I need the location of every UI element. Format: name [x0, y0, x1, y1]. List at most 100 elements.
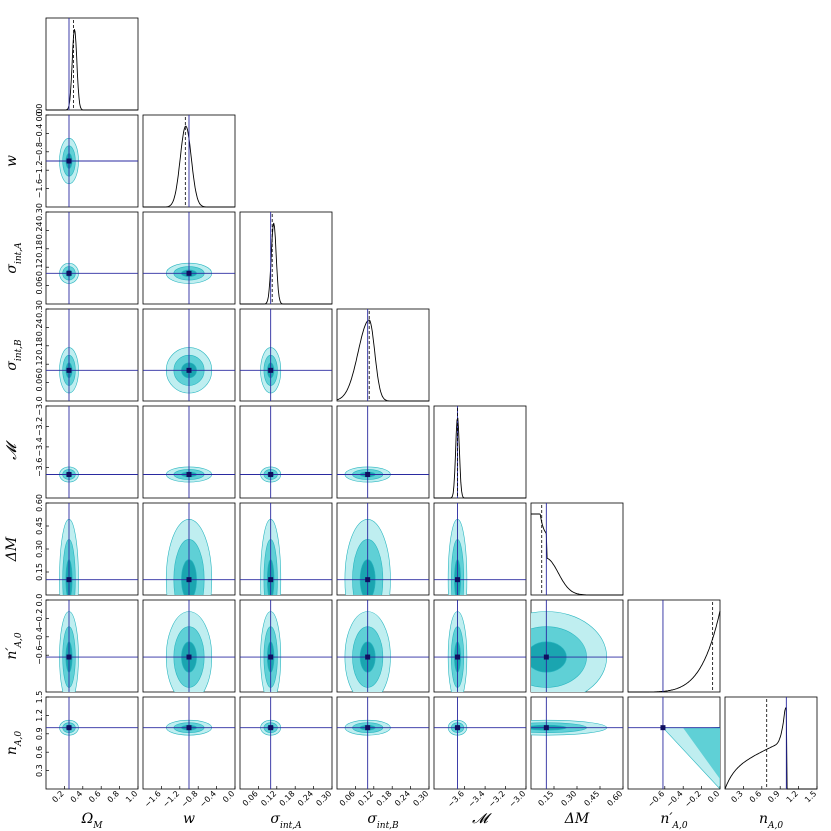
x-axis-title-sigma_int_a: σint,A [270, 811, 302, 831]
x-tick-label: 0.60 [605, 789, 624, 808]
y-tick-label: 1.2 [35, 709, 44, 722]
y-tick-label: −1.2 [35, 160, 44, 179]
best-fit-marker [455, 654, 461, 660]
panel-m_cal-delta_m [433, 502, 527, 596]
marginal-histogram [240, 222, 332, 305]
best-fit-marker [268, 577, 274, 583]
y-tick-label: 0.60 [35, 494, 44, 512]
x-tick-label: 0.0 [221, 789, 236, 804]
x-tick-label: −0.8 [180, 789, 200, 809]
y-tick-label: 0.0 [35, 109, 44, 122]
y-tick-label: 0.30 [35, 540, 44, 558]
x-tick-label: 0.24 [393, 789, 412, 808]
x-tick-label: −3.2 [487, 789, 507, 809]
x-tick-label: −0.2 [683, 789, 703, 809]
best-fit-marker [66, 367, 72, 373]
panel-frame [45, 405, 139, 499]
panel-n_prime_a0-n_prime_a0 [627, 599, 721, 693]
panel-delta_m-n_a0: 0.15 0.30 0.45 0.60 [530, 696, 624, 808]
y-tick-label: 0.24 [35, 221, 44, 239]
x-tick-label: 1.5 [803, 789, 818, 804]
x-axis-title-m_cal: 𝓜 [472, 811, 492, 827]
x-tick-label: 0.15 [536, 789, 555, 808]
x-tick-label: 0.30 [559, 789, 578, 808]
panel-omega_m-n_a0: 0.2 0.4 0.6 0.8 1.00.30.60.91.21.5 [35, 691, 139, 805]
panel-omega_m-sigma_int_a: 0.060.120.180.240.30 [35, 203, 139, 305]
best-fit-marker [186, 725, 192, 731]
panel-sigma_int_b-delta_m [336, 502, 430, 596]
panel-frame [433, 599, 527, 693]
x-tick-label: 0.30 [411, 789, 430, 808]
best-fit-marker [66, 725, 72, 731]
best-fit-marker [365, 654, 371, 660]
panel-frame [45, 211, 139, 305]
panel-frame [433, 502, 527, 596]
x-tick-label: −3.0 [507, 789, 527, 809]
x-tick-label: −0.4 [198, 789, 218, 809]
best-fit-marker [365, 725, 371, 731]
x-axis-title-sigma_int_b: σint,B [367, 811, 399, 831]
best-fit-marker [66, 270, 72, 276]
best-fit-marker [66, 471, 72, 477]
y-tick-label: 1.5 [35, 691, 44, 704]
y-tick-label: 0.30 [35, 203, 44, 221]
y-axis-title-sigma_int_a: σint,A [4, 242, 24, 274]
panel-w-sigma_int_b [142, 308, 236, 402]
panel-frame [45, 17, 139, 111]
y-tick-label: −3.2 [35, 417, 44, 436]
best-fit-marker [660, 725, 666, 731]
y-axis-title-delta_m: ΔM [4, 536, 20, 562]
x-tick-label: 0.12 [259, 789, 278, 808]
panel-frame [336, 308, 430, 402]
panel-omega_m-omega_m: 0.0 [35, 17, 139, 116]
contour-mid [682, 727, 720, 779]
y-axis-title-n_prime_a0: n′A,0 [4, 632, 24, 660]
y-tick-label: −3.4 [35, 437, 44, 456]
panel-n_prime_a0-n_a0: −0.6−0.4−0.2 0.0 [627, 696, 721, 809]
x-axis-title-omega_m: ΩM [81, 811, 104, 831]
best-fit-marker [186, 577, 192, 583]
marginal-histogram [724, 707, 817, 790]
y-tick-label: −3.0 [35, 396, 44, 415]
panel-w-m_cal [142, 405, 236, 499]
y-tick-label: 0.15 [35, 563, 44, 581]
x-tick-label: 0.24 [296, 789, 315, 808]
y-tick-label: 0.45 [35, 517, 44, 535]
y-tick-label: −0.4 [35, 124, 44, 143]
best-fit-marker [66, 158, 72, 164]
panel-w-w [142, 114, 236, 208]
best-fit-marker [268, 471, 274, 477]
panel-omega_m-sigma_int_b: 0.060.120.180.240.30 [35, 300, 139, 402]
best-fit-marker [543, 725, 549, 731]
x-tick-label: −3.4 [466, 789, 486, 809]
panel-omega_m-n_prime_a0: −0.6−0.4−0.2 0.0 [35, 594, 139, 693]
panel-frame [627, 599, 721, 693]
best-fit-marker [186, 367, 192, 373]
panel-delta_m-n_prime_a0 [530, 599, 624, 693]
marginal-histogram [434, 417, 526, 499]
x-tick-label: 0.6 [748, 789, 763, 804]
x-tick-label: 0.06 [338, 789, 357, 808]
y-tick-label: 0.6 [35, 746, 44, 759]
panel-omega_m-delta_m: 0.15 0.30 0.45 0.60 [35, 494, 139, 596]
y-axis-title-n_a0: nA,0 [4, 731, 24, 755]
marginal-histogram [46, 29, 138, 111]
y-axis-title-sigma_int_b: σint,B [4, 339, 24, 371]
panel-sigma_int_a-m_cal [239, 405, 333, 499]
panel-m_cal-m_cal [433, 405, 527, 499]
y-tick-label: 0.3 [35, 764, 44, 777]
panel-omega_m-m_cal: −3.6 −3.4−3.2 −3.0 [35, 396, 139, 499]
best-fit-marker [365, 471, 371, 477]
y-tick-label: 0.24 [35, 318, 44, 336]
panel-sigma_int_a-delta_m [239, 502, 333, 596]
best-fit-marker [268, 654, 274, 660]
panel-m_cal-n_a0: −3.6 −3.4 −3.2 −3.0 [433, 696, 527, 809]
x-tick-label: 1.0 [124, 789, 139, 804]
y-tick-label: −0.4 [35, 627, 44, 646]
panel-m_cal-n_prime_a0 [433, 599, 527, 693]
panel-n_a0-n_a0: 0.3 0.6 0.9 1.2 1.5 [724, 696, 818, 804]
panel-frame [239, 599, 333, 693]
y-tick-label: −3.6 [35, 458, 44, 477]
x-axis-title-w: w [183, 811, 195, 827]
